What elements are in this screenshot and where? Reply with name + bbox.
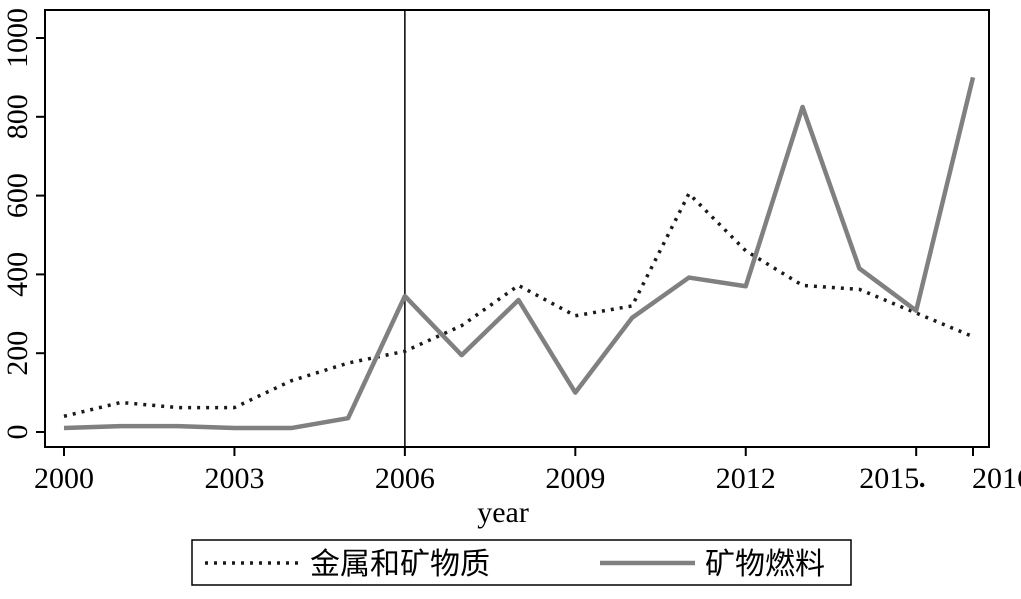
y-tick-label: 0	[1, 425, 34, 440]
x-axis-title: year	[477, 496, 529, 529]
y-tick-label: 1000	[1, 8, 34, 68]
legend: 金属和矿物质 矿物燃料	[191, 539, 852, 586]
plot-area	[44, 9, 990, 448]
x-tick-label: 2000	[34, 462, 94, 495]
y-tick-label: 600	[1, 173, 34, 218]
x-tick-label: 2015	[859, 462, 919, 495]
x-tick-label: 2016	[972, 462, 1021, 495]
tick-label-separator	[919, 482, 925, 488]
y-tick-label: 800	[1, 94, 34, 139]
x-tick-label: 2006	[375, 462, 435, 495]
y-tick-label: 200	[1, 331, 34, 376]
series-lines	[63, 76, 976, 431]
x-tick-label: 2012	[716, 462, 776, 495]
y-axis: 0 200 400 600 800 1000	[1, 8, 45, 440]
series-line-1	[63, 76, 976, 431]
series-line-0	[63, 191, 974, 418]
legend-label-metals: 金属和矿物质	[310, 548, 490, 581]
y-tick-label: 400	[1, 252, 34, 297]
x-tick-label: 2003	[204, 462, 264, 495]
legend-label-fuels: 矿物燃料	[705, 548, 825, 581]
legend-box	[191, 539, 852, 586]
x-axis: 2000 2003 2006 2009 2012 2015 2016	[34, 447, 1021, 495]
x-tick-label: 2009	[545, 462, 605, 495]
